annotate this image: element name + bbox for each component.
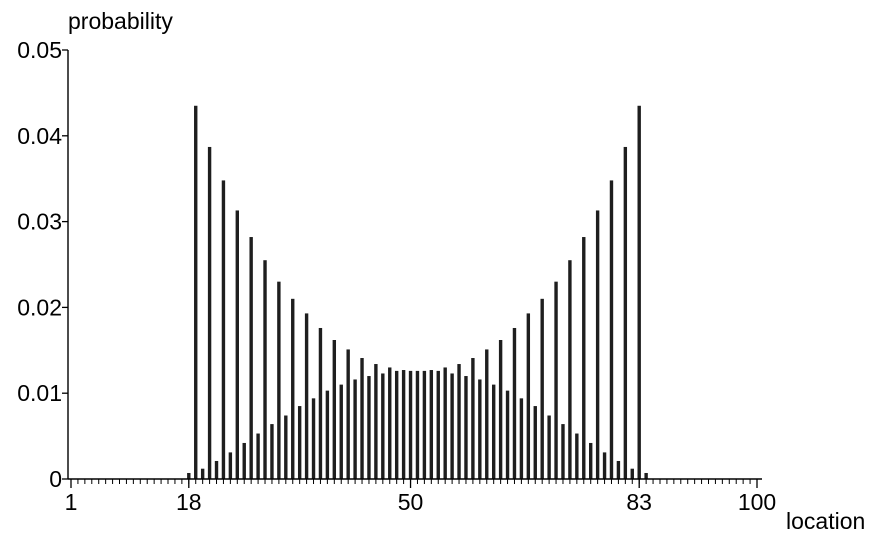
bar-66 (519, 398, 524, 479)
bar-70 (547, 415, 551, 479)
bar-76 (589, 442, 593, 479)
bar-73 (568, 260, 572, 479)
x-tick-label: 18 (176, 489, 202, 515)
x-tick-labels: 1 18 50 83 100 (65, 479, 776, 515)
bar-32 (284, 415, 288, 479)
bar-75 (582, 237, 586, 479)
bar-19 (194, 105, 198, 480)
bar-39 (332, 340, 337, 479)
y-tick-label: 0.01 (17, 380, 62, 406)
bar-57 (457, 364, 461, 479)
y-tick-label: 0.02 (17, 294, 62, 320)
bar-18 (187, 472, 191, 479)
bar-51 (415, 370, 420, 479)
y-tick-label: 0.04 (17, 123, 62, 149)
y-tick-marks (62, 49, 68, 480)
bar-36 (311, 398, 316, 479)
x-tick-label: 100 (738, 489, 776, 515)
bar-55 (443, 367, 447, 479)
x-tick-label: 50 (398, 489, 424, 515)
x-axis-title: location (786, 508, 865, 534)
bar-65 (512, 327, 517, 479)
bar-63 (498, 340, 503, 479)
bar-41 (346, 349, 350, 479)
bar-61 (485, 349, 489, 479)
bar-56 (450, 373, 454, 479)
bar-30 (270, 424, 274, 479)
bar-52 (422, 370, 427, 479)
bar-58 (464, 376, 468, 479)
bar-28 (256, 433, 260, 479)
bar-54 (436, 370, 440, 479)
bar-46 (381, 373, 385, 479)
bar-67 (526, 313, 531, 479)
bar-20 (200, 468, 205, 479)
bar-24 (228, 452, 233, 479)
bar-79 (609, 180, 614, 480)
bar-34 (297, 406, 302, 479)
bar-80 (616, 460, 621, 479)
bar-71 (554, 281, 558, 479)
x-minor-ticks (70, 479, 758, 484)
bar-45 (374, 364, 378, 479)
bar-26 (242, 442, 246, 479)
bar-82 (630, 468, 634, 479)
bar-25 (235, 210, 239, 479)
bar-44 (367, 376, 371, 479)
x-tick-label: 1 (65, 489, 78, 515)
bar-77 (595, 210, 600, 479)
bars-layer (187, 105, 648, 480)
y-tick-label: 0.05 (17, 37, 62, 63)
bar-59 (471, 358, 475, 479)
y-tick-label: 0.03 (17, 209, 62, 235)
bar-64 (505, 390, 510, 479)
bar-72 (561, 424, 565, 479)
bar-21 (207, 146, 212, 479)
bar-23 (221, 180, 226, 480)
bar-31 (277, 281, 281, 479)
y-tick-labels: 0 0.01 0.02 0.03 0.04 0.05 (17, 37, 62, 492)
bar-27 (249, 237, 253, 479)
bar-74 (575, 433, 579, 479)
bar-60 (478, 379, 482, 479)
bar-62 (491, 384, 496, 479)
bar-68 (533, 406, 537, 479)
bar-81 (623, 146, 628, 479)
bar-33 (291, 298, 295, 479)
bar-47 (388, 367, 392, 479)
bar-83 (637, 105, 641, 480)
bar-38 (325, 390, 330, 479)
bar-43 (360, 358, 364, 479)
bar-40 (339, 384, 343, 479)
x-tick-label: 83 (626, 489, 652, 515)
bar-42 (353, 379, 357, 479)
bar-48 (394, 370, 399, 479)
y-axis-title: probability (68, 8, 173, 34)
bar-49 (401, 370, 406, 479)
bar-53 (429, 370, 434, 479)
bar-35 (304, 313, 309, 479)
bar-29 (263, 260, 267, 479)
y-tick-label: 0 (49, 466, 62, 492)
bar-78 (602, 452, 607, 479)
bar-37 (318, 327, 323, 479)
bar-22 (214, 460, 219, 479)
bar-69 (540, 298, 544, 479)
bar-84 (644, 472, 648, 479)
bar-50 (408, 370, 413, 479)
